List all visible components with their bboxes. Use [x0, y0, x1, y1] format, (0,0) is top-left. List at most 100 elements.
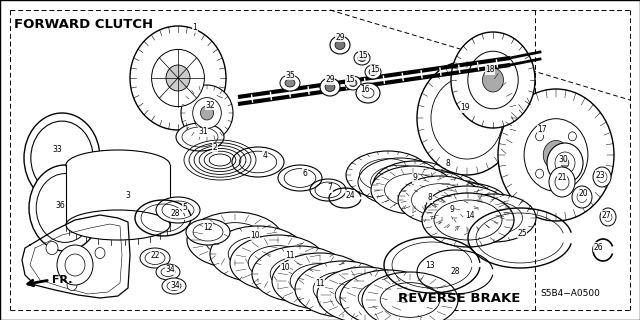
Ellipse shape: [354, 51, 370, 65]
Ellipse shape: [425, 186, 509, 234]
Ellipse shape: [387, 169, 444, 201]
Text: 34: 34: [165, 266, 175, 275]
Ellipse shape: [313, 272, 372, 306]
Ellipse shape: [561, 158, 569, 167]
Ellipse shape: [167, 282, 181, 291]
Ellipse shape: [335, 278, 395, 312]
Ellipse shape: [568, 132, 577, 141]
Ellipse shape: [555, 152, 575, 174]
Ellipse shape: [280, 75, 300, 91]
Ellipse shape: [24, 113, 100, 203]
Text: 13: 13: [425, 260, 435, 269]
Ellipse shape: [210, 226, 306, 282]
Ellipse shape: [547, 143, 583, 183]
Ellipse shape: [412, 184, 468, 216]
Text: 15: 15: [345, 76, 355, 84]
Ellipse shape: [422, 193, 514, 247]
Text: 34: 34: [170, 281, 180, 290]
Ellipse shape: [468, 51, 518, 109]
Ellipse shape: [549, 167, 575, 197]
Ellipse shape: [572, 186, 592, 208]
Ellipse shape: [371, 166, 455, 214]
Ellipse shape: [291, 264, 349, 298]
Text: 10: 10: [250, 230, 260, 239]
Ellipse shape: [270, 257, 330, 291]
Ellipse shape: [161, 268, 175, 276]
Ellipse shape: [346, 151, 430, 199]
Text: 3: 3: [125, 191, 131, 201]
Ellipse shape: [156, 197, 200, 223]
Ellipse shape: [46, 241, 58, 255]
Ellipse shape: [325, 83, 335, 92]
Ellipse shape: [95, 247, 105, 259]
Text: 1: 1: [193, 23, 197, 33]
Ellipse shape: [248, 246, 308, 280]
Text: 20: 20: [578, 189, 588, 198]
Ellipse shape: [593, 167, 611, 187]
Ellipse shape: [604, 212, 612, 221]
Ellipse shape: [438, 194, 495, 226]
Text: 10: 10: [280, 262, 290, 271]
Ellipse shape: [356, 83, 380, 103]
Text: 5: 5: [182, 204, 188, 212]
Ellipse shape: [186, 219, 230, 245]
Ellipse shape: [451, 32, 535, 128]
Text: 16: 16: [360, 85, 370, 94]
Ellipse shape: [597, 172, 607, 182]
Ellipse shape: [398, 176, 482, 224]
Text: 35: 35: [285, 70, 295, 79]
Ellipse shape: [152, 49, 204, 107]
Ellipse shape: [156, 264, 180, 280]
Ellipse shape: [536, 132, 543, 141]
Ellipse shape: [369, 68, 377, 76]
Ellipse shape: [67, 279, 77, 291]
Ellipse shape: [577, 191, 587, 203]
Ellipse shape: [426, 183, 510, 231]
Ellipse shape: [193, 98, 221, 128]
Ellipse shape: [187, 212, 283, 268]
Ellipse shape: [373, 161, 457, 209]
Ellipse shape: [252, 246, 348, 302]
Ellipse shape: [440, 191, 497, 223]
Ellipse shape: [205, 223, 265, 257]
Ellipse shape: [65, 254, 85, 276]
Text: REVERSE BRAKE: REVERSE BRAKE: [398, 292, 520, 305]
Ellipse shape: [166, 65, 190, 91]
Text: 27: 27: [601, 211, 611, 220]
Ellipse shape: [349, 79, 357, 86]
Ellipse shape: [400, 172, 484, 220]
Text: 33: 33: [52, 146, 62, 155]
Ellipse shape: [285, 79, 295, 87]
Ellipse shape: [130, 26, 226, 130]
Ellipse shape: [568, 169, 577, 178]
Ellipse shape: [498, 89, 614, 221]
Text: 26: 26: [593, 243, 603, 252]
Text: FR.: FR.: [52, 275, 72, 285]
Ellipse shape: [228, 237, 288, 271]
Text: 22: 22: [150, 251, 160, 260]
Text: 30: 30: [558, 156, 568, 164]
Text: 14: 14: [465, 211, 475, 220]
Ellipse shape: [200, 106, 214, 120]
Ellipse shape: [317, 267, 413, 320]
Ellipse shape: [181, 85, 233, 141]
Text: 28: 28: [170, 209, 180, 218]
Text: 6: 6: [303, 169, 307, 178]
Text: 12: 12: [204, 222, 212, 231]
Ellipse shape: [66, 210, 170, 240]
Text: 36: 36: [55, 201, 65, 210]
Ellipse shape: [345, 76, 361, 90]
Ellipse shape: [434, 200, 502, 240]
Text: 18: 18: [485, 66, 495, 75]
Bar: [66, 165, 170, 225]
Ellipse shape: [413, 180, 470, 212]
Text: FORWARD CLUTCH: FORWARD CLUTCH: [14, 18, 153, 31]
Text: 4: 4: [262, 150, 268, 159]
Text: 15: 15: [358, 51, 368, 60]
Ellipse shape: [57, 245, 93, 285]
Text: 25: 25: [517, 228, 527, 237]
Text: 17: 17: [537, 125, 547, 134]
Text: 9: 9: [413, 173, 417, 182]
Ellipse shape: [182, 127, 218, 147]
Ellipse shape: [340, 270, 436, 320]
